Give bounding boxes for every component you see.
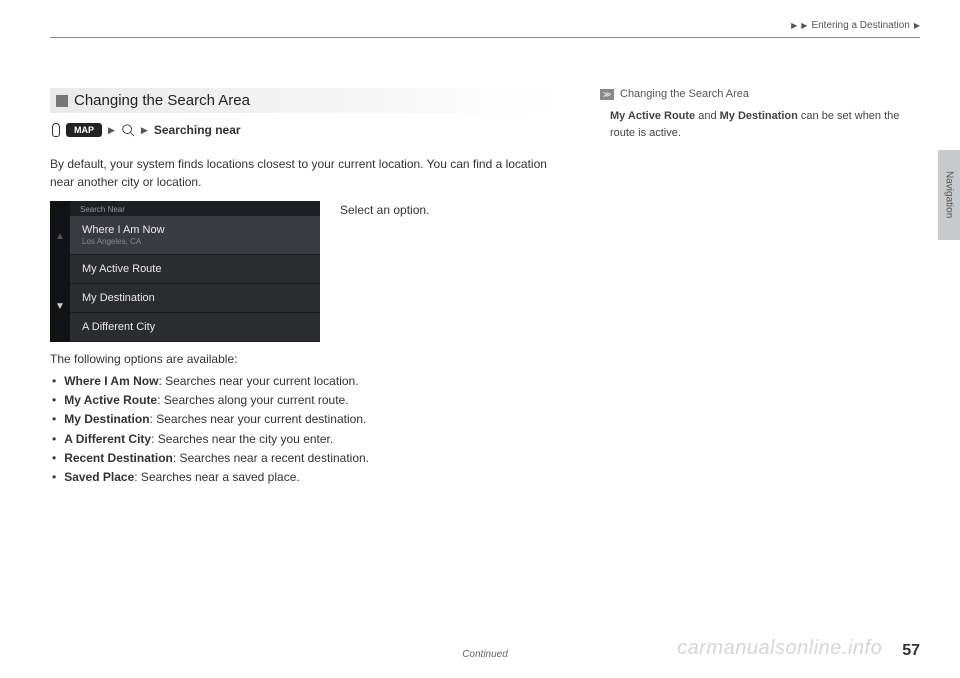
sidebar-note-body: My Active Route and My Destination can b… [600,108,920,141]
search-near-menu: ▲ ▼ Search Near Where I Am NowLos Angele… [50,201,320,342]
search-icon [121,123,135,137]
chevron-right-icon: ▶ [914,21,920,30]
breadcrumb-label: Searching near [154,123,241,137]
options-intro: The following options are available: [50,352,560,366]
scroll-down-icon: ▼ [55,301,65,312]
options-list: Where I Am Now: Searches near your curre… [50,372,560,487]
page-footer: Continued carmanualsonline.info 57 [50,637,920,660]
option-item: Saved Place: Searches near a saved place… [52,468,560,487]
sidebar-note-title: Changing the Search Area [620,88,749,100]
scroll-up-icon: ▲ [55,231,65,242]
menu-item[interactable]: My Active Route [70,255,320,284]
square-bullet-icon [56,95,68,107]
watermark: carmanualsonline.info [677,637,882,660]
page-header: ▶ ▶ Entering a Destination ▶ [50,20,920,38]
continued-label: Continued [462,649,508,660]
chevron-right-icon: ▶ [108,125,115,136]
nav-breadcrumb: MAP ▶ ▶ Searching near [52,123,560,137]
option-item: Where I Am Now: Searches near your curre… [52,372,560,391]
instruction-text: Select an option. [340,201,429,219]
section-title: Changing the Search Area [74,92,250,109]
option-item: My Active Route: Searches along your cur… [52,391,560,410]
chevron-right-icon: ▶ [791,21,797,30]
page-number: 57 [902,642,920,660]
voice-icon [52,123,60,137]
section-title-bar: Changing the Search Area [50,88,560,113]
sidebar-note-header: ≫ Changing the Search Area [600,88,920,100]
header-breadcrumb: Entering a Destination [811,20,909,31]
menu-item[interactable]: A Different City [70,313,320,342]
chevron-right-icon: ▶ [141,125,148,136]
option-item: My Destination: Searches near your curre… [52,410,560,429]
section-tab: Navigation [938,150,960,240]
option-item: Recent Destination: Searches near a rece… [52,449,560,468]
menu-item[interactable]: My Destination [70,284,320,313]
menu-item[interactable]: Where I Am NowLos Angeles, CA [70,216,320,255]
note-icon: ≫ [600,89,614,100]
option-item: A Different City: Searches near the city… [52,430,560,449]
body-paragraph: By default, your system finds locations … [50,155,560,191]
menu-header: Search Near [70,201,320,216]
chevron-right-icon: ▶ [801,21,807,30]
map-button-badge: MAP [66,123,102,137]
